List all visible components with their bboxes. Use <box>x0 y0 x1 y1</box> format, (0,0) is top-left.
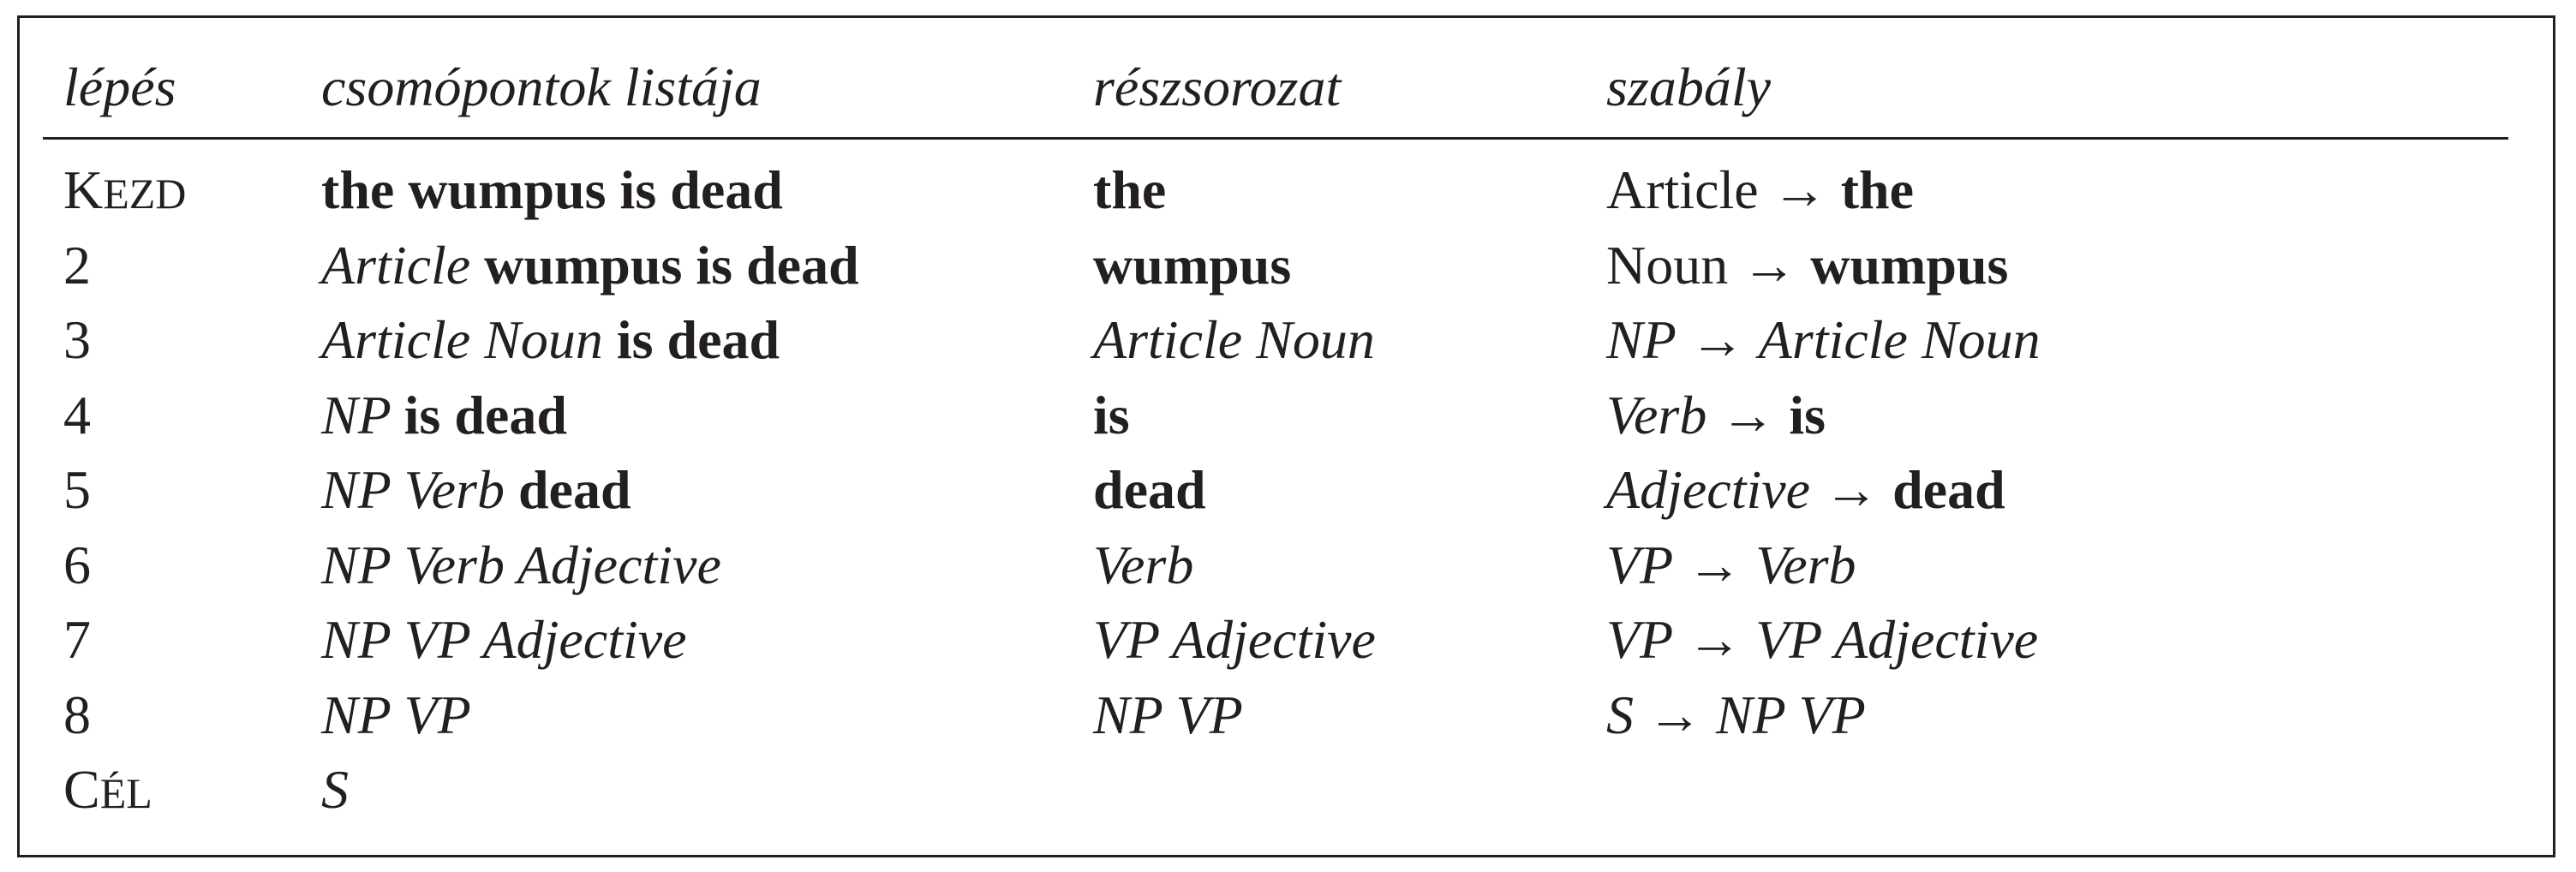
rule-text: is <box>1789 384 1826 445</box>
sub-text: NP VP <box>1093 684 1243 745</box>
row-8-step-cell: 8 <box>63 687 91 743</box>
rule-text: → <box>1673 609 1756 670</box>
rule-text: S <box>1606 684 1634 745</box>
rule-text: dead <box>1892 459 2005 520</box>
nodes-text: the wumpus is dead <box>321 159 783 220</box>
row-5-sub-cell: dead <box>1093 463 1206 517</box>
nodes-text: dead <box>517 459 631 520</box>
row-3-nodes-cell: Article Noun is dead <box>321 313 780 367</box>
row-1-sub-cell: the <box>1093 163 1166 218</box>
rule-text: Adjective <box>1606 459 1811 520</box>
header-step: lépés <box>63 57 176 117</box>
row-8-sub-cell: NP VP <box>1093 687 1243 743</box>
row-4-nodes-cell: NP is dead <box>321 384 567 445</box>
rule-text: → <box>1634 684 1716 745</box>
nodes-text: is dead <box>616 309 780 370</box>
nodes-text: NP Verb Adjective <box>321 534 721 595</box>
header-node-list: csomópontok listája <box>321 57 762 117</box>
step-text: EZD <box>103 170 187 218</box>
sub-text: Article Noun <box>1093 309 1375 370</box>
rule-text: NP VP <box>1716 684 1866 745</box>
nodes-text: wumpus is dead <box>484 234 859 296</box>
row-7-sub-cell: VP Adjective <box>1093 612 1376 667</box>
row-4-rule-cell: Verb → is <box>1606 384 1826 445</box>
step-text: 4 <box>63 384 91 445</box>
rule-text: Verb <box>1606 384 1707 445</box>
row-3-rule-cell: NP → Article Noun <box>1606 313 2041 367</box>
table-frame <box>17 15 2555 857</box>
rule-text: → <box>1673 534 1756 595</box>
rule-text: VP <box>1606 609 1674 670</box>
rule-text: VP <box>1606 534 1674 595</box>
row-7-step-cell: 7 <box>63 612 91 667</box>
header-rule: szabály <box>1606 57 1771 117</box>
row-5-step-cell: 5 <box>63 463 91 517</box>
row-4-sub-cell: is <box>1093 384 1130 445</box>
rule-text: → <box>1810 459 1893 520</box>
row-1-nodes-cell: the wumpus is dead <box>321 163 783 218</box>
nodes-text: NP Verb <box>321 459 518 520</box>
sub-text: the <box>1093 159 1167 220</box>
row-7-rule-cell: VP → VP Adjective <box>1606 612 2038 667</box>
row-6-nodes-cell: NP Verb Adjective <box>321 534 721 595</box>
row-6-sub-cell: Verb <box>1093 534 1194 595</box>
nodes-text: is dead <box>403 384 567 445</box>
step-text: 3 <box>63 309 91 370</box>
rule-text: → <box>1676 309 1759 370</box>
row-9-nodes-cell: S <box>321 762 349 817</box>
step-text: K <box>63 159 104 220</box>
step-text: 6 <box>63 534 91 595</box>
rule-text: the <box>1840 159 1914 220</box>
nodes-text: S <box>321 759 349 820</box>
row-6-step-cell: 6 <box>63 534 91 595</box>
row-8-rule-cell: S → NP VP <box>1606 687 1866 743</box>
row-7-nodes-cell: NP VP Adjective <box>321 612 687 667</box>
step-text: 2 <box>63 234 91 296</box>
step-text: 8 <box>63 684 91 745</box>
nodes-text: Article Noun <box>321 309 617 370</box>
row-2-sub-cell: wumpus <box>1093 234 1292 296</box>
row-8-nodes-cell: NP VP <box>321 687 471 743</box>
step-text: C <box>63 759 100 820</box>
row-2-step-cell: 2 <box>63 234 91 296</box>
row-5-rule-cell: Adjective → dead <box>1606 463 2005 517</box>
row-1-step-cell: KEZD <box>63 163 186 218</box>
rule-text: Article → <box>1606 159 1841 220</box>
row-2-rule-cell: Noun → wumpus <box>1606 234 2009 296</box>
row-3-step-cell: 3 <box>63 313 91 367</box>
sub-text: wumpus <box>1093 234 1292 296</box>
row-6-rule-cell: VP → Verb <box>1606 534 1856 595</box>
rule-text: Verb <box>1755 534 1856 595</box>
row-3-sub-cell: Article Noun <box>1093 313 1375 367</box>
header-subsequence: részsorozat <box>1093 57 1342 117</box>
rule-text: NP <box>1606 309 1676 370</box>
row-9-step-cell: CÉL <box>63 762 152 817</box>
nodes-text: Article <box>321 234 485 296</box>
rule-text: Noun → <box>1606 234 1811 296</box>
nodes-text: NP VP Adjective <box>321 609 687 670</box>
rule-text: Article Noun <box>1758 309 2041 370</box>
sub-text: VP Adjective <box>1093 609 1376 670</box>
step-text: 7 <box>63 609 91 670</box>
rule-text: → <box>1706 384 1790 445</box>
step-text: ÉL <box>99 769 152 817</box>
step-text: 5 <box>63 459 91 520</box>
nodes-text: NP <box>321 384 404 445</box>
row-1-rule-cell: Article → the <box>1606 163 1914 218</box>
rule-text: wumpus <box>1810 234 2009 296</box>
nodes-text: NP VP <box>321 684 471 745</box>
header-divider <box>43 137 2508 140</box>
sub-text: is <box>1093 384 1130 445</box>
row-2-nodes-cell: Article wumpus is dead <box>321 234 859 296</box>
row-5-nodes-cell: NP Verb dead <box>321 463 631 517</box>
sub-text: dead <box>1093 459 1206 520</box>
row-4-step-cell: 4 <box>63 384 91 445</box>
rule-text: VP Adjective <box>1755 609 2039 670</box>
sub-text: Verb <box>1093 534 1194 595</box>
